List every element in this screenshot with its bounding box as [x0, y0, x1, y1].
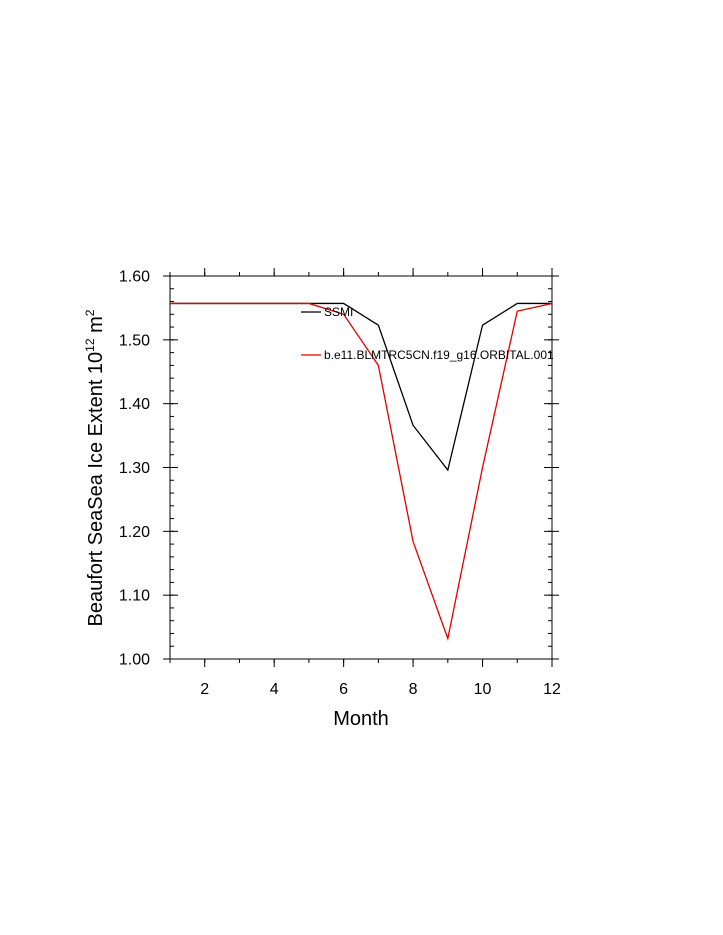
x-tick-label: 2	[200, 681, 209, 698]
data-point-ssmi	[343, 303, 345, 305]
series-lines	[169, 302, 553, 641]
y-tick-label: 1.30	[119, 460, 150, 477]
data-point-model	[447, 638, 449, 640]
data-point-model	[516, 310, 518, 312]
y-tick-label: 1.50	[119, 332, 150, 349]
y-axis-label-unit-exponent: 2	[83, 309, 97, 316]
data-point-model	[169, 303, 171, 305]
series-line-model	[170, 302, 553, 641]
minor-ticks	[169, 272, 553, 663]
y-tick-label: 1.20	[119, 524, 150, 541]
data-point-model	[273, 303, 275, 305]
y-tick-labels: 1.00 1.10 1.20 1.30 1.40 1.50 1.60	[119, 269, 150, 669]
data-point-ssmi	[447, 469, 449, 471]
data-point-ssmi	[412, 425, 414, 427]
y-axis-label-unit: m	[85, 316, 107, 338]
legend-label-ssmi: SSMI	[324, 305, 353, 319]
data-point-model	[378, 365, 380, 367]
data-point-model	[239, 303, 241, 305]
data-point-ssmi	[378, 324, 380, 326]
data-point-model	[482, 467, 484, 469]
x-tick-label: 8	[409, 681, 418, 698]
y-tick-label: 1.00	[119, 652, 150, 669]
x-tick-label: 4	[270, 681, 279, 698]
y-tick-label: 1.40	[119, 396, 150, 413]
series-line-ssmi	[170, 302, 552, 472]
y-axis-label: Beaufort SeaSea Ice Extent 1012 m2	[83, 309, 107, 626]
x-tick-label: 10	[474, 681, 492, 698]
x-tick-label: 6	[339, 681, 348, 698]
major-ticks	[163, 268, 559, 667]
legend-label-model: b.e11.BLMTRC5CN.f19_g16.ORBITAL.001	[324, 348, 554, 362]
y-tick-label: 1.60	[119, 269, 150, 286]
y-tick-label: 1.10	[119, 588, 150, 605]
data-point-ssmi	[482, 324, 484, 326]
plot-frame	[169, 275, 553, 660]
data-point-model	[551, 303, 553, 305]
data-point-model	[204, 303, 206, 305]
data-point-model	[308, 303, 310, 305]
x-tick-labels: 2 4 6 8 10 12	[200, 681, 561, 698]
legend: SSMI b.e11.BLMTRC5CN.f19_g16.ORBITAL.001	[301, 305, 554, 362]
data-point-model	[412, 541, 414, 543]
x-axis-label: Month	[333, 708, 389, 730]
x-tick-label: 12	[543, 681, 561, 698]
data-point-ssmi	[516, 303, 518, 305]
y-axis-label-base: Beaufort SeaSea Ice Extent 10	[85, 352, 107, 627]
y-axis-label-exponent: 12	[83, 338, 97, 352]
